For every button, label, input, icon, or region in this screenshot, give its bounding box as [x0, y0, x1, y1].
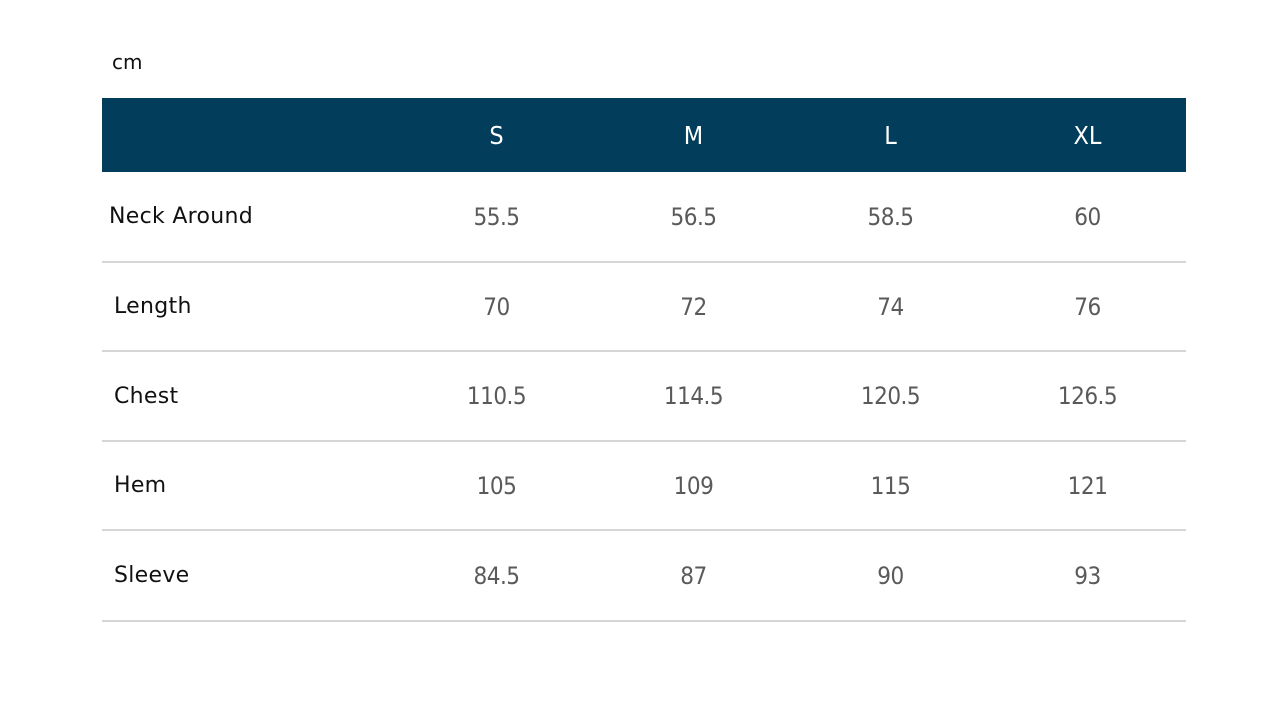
row-label: Sleeve [102, 530, 398, 622]
table-cell: 58.5 [792, 172, 989, 263]
header-cell-size-s: S [398, 98, 595, 172]
table-cell: 105 [398, 441, 595, 531]
header-cell-size-xl: XL [989, 98, 1186, 172]
header-cell-size-m: M [595, 98, 792, 172]
table-cell: 55.5 [398, 172, 595, 263]
table-cell: 84.5 [398, 530, 595, 622]
table-row-sleeve: Sleeve 84.5 87 90 93 [102, 530, 1186, 622]
table-cell: 70 [398, 262, 595, 352]
table-cell: 76 [989, 262, 1186, 352]
table-cell: 90 [792, 530, 989, 622]
row-label: Length [102, 262, 398, 352]
table-cell: 56.5 [595, 172, 792, 263]
table-cell: 120.5 [792, 351, 989, 442]
row-label: Hem [102, 441, 398, 531]
table-cell: 126.5 [989, 351, 1186, 442]
table-cell: 93 [989, 530, 1186, 622]
table-cell: 109 [595, 441, 792, 531]
table-cell: 114.5 [595, 351, 792, 442]
table-cell: 87 [595, 530, 792, 622]
table-cell: 121 [989, 441, 1186, 531]
row-label: Chest [102, 351, 398, 442]
table-row-length: Length 70 72 74 76 [102, 262, 1186, 352]
size-chart-table: S M L XL Neck Around 55.5 56.5 58.5 60 L… [102, 98, 1186, 622]
table-cell: 110.5 [398, 351, 595, 442]
table-row-neck-around: Neck Around 55.5 56.5 58.5 60 [102, 172, 1186, 263]
table-cell: 74 [792, 262, 989, 352]
row-label: Neck Around [102, 172, 398, 263]
header-cell-blank [102, 98, 398, 172]
unit-label: cm [112, 50, 143, 74]
table-cell: 72 [595, 262, 792, 352]
table-header-row: S M L XL [102, 98, 1186, 172]
table-cell: 115 [792, 441, 989, 531]
table-row-chest: Chest 110.5 114.5 120.5 126.5 [102, 351, 1186, 442]
table-cell: 60 [989, 172, 1186, 263]
header-cell-size-l: L [792, 98, 989, 172]
table-row-hem: Hem 105 109 115 121 [102, 441, 1186, 531]
